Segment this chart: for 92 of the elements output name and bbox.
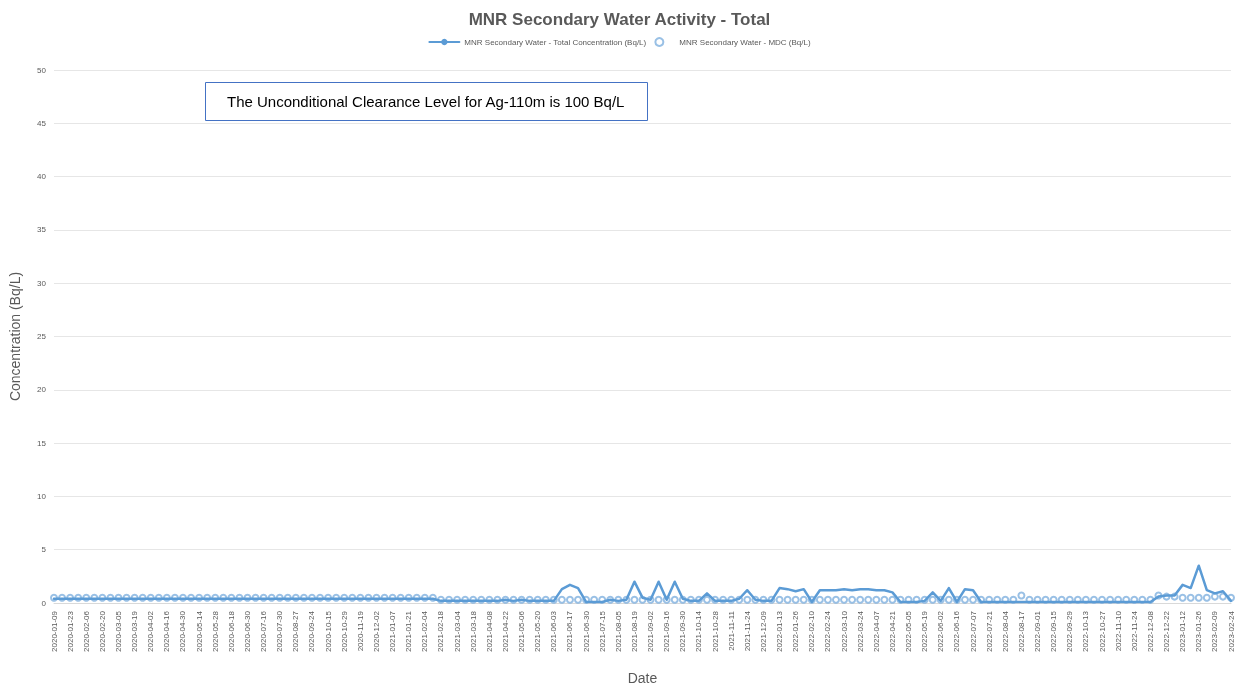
x-tick-label: 2022-07-07: [968, 610, 978, 652]
x-tick-label: 2020-02-20: [97, 610, 107, 652]
x-tick-label: 2020-06-30: [242, 610, 252, 652]
x-tick-label: 2020-03-19: [130, 610, 140, 652]
x-tick-label: 2022-04-07: [871, 610, 881, 652]
x-tick-label: 2020-09-24: [307, 610, 317, 652]
x-tick-label: 2020-01-09: [49, 610, 59, 652]
y-tick-label: 10: [37, 491, 47, 501]
x-tick-label: 2020-06-18: [226, 610, 236, 652]
legend-label: MNR Secondary Water - MDC (Bq/L): [679, 37, 811, 47]
x-tick-label: 2020-12-02: [371, 610, 381, 652]
y-tick-label: 20: [37, 385, 47, 395]
x-tick-label: 2022-05-19: [920, 610, 930, 652]
x-tick-label: 2022-08-04: [1000, 610, 1010, 652]
x-tick-label: 2020-11-19: [355, 610, 365, 652]
legend-label: MNR Secondary Water - Total Concentration (Bq/L): [464, 37, 647, 47]
x-tick-label: 2022-09-29: [1065, 610, 1075, 652]
x-tick-label: 2022-06-02: [936, 610, 946, 652]
x-tick-label: 2021-07-15: [597, 610, 607, 652]
x-tick-label: 2022-11-24: [1129, 610, 1139, 652]
x-tick-label: 2021-12-09: [758, 610, 768, 652]
x-tick-label: 2021-05-20: [533, 610, 543, 652]
x-tick-label: 2021-06-30: [581, 610, 591, 652]
x-tick-label: 2022-12-22: [1162, 610, 1172, 652]
x-tick-label: 2022-10-13: [1081, 610, 1091, 652]
x-tick-label: 2023-02-09: [1210, 610, 1220, 652]
y-axis-title: Concentration (Bq/L): [7, 271, 23, 402]
x-tick-label: 2020-07-30: [275, 610, 285, 652]
x-tick-label: 2020-02-06: [81, 610, 91, 652]
y-tick-label: 15: [37, 438, 47, 448]
x-tick-label: 2022-08-17: [1016, 610, 1026, 652]
y-tick-label: 25: [37, 332, 47, 341]
x-tick-label: 2020-01-23: [65, 610, 75, 652]
x-tick-label: 2021-09-02: [646, 610, 656, 652]
x-tick-label: 2021-06-17: [565, 610, 575, 652]
x-tick-label: 2021-08-19: [629, 610, 639, 652]
x-tick-label: 2020-03-05: [113, 610, 123, 652]
x-tick-label: 2021-11-24: [742, 610, 752, 652]
y-tick-label: 30: [37, 278, 47, 288]
x-tick-label: 2020-05-14: [194, 610, 204, 652]
x-tick-label: 2020-04-30: [178, 610, 188, 652]
y-tick-label: 35: [37, 225, 47, 235]
x-tick-label: 2022-12-08: [1145, 610, 1155, 652]
x-tick-label: 2022-06-16: [952, 610, 962, 652]
x-tick-label: 2021-06-03: [549, 610, 559, 652]
x-tick-label: 2020-04-16: [162, 610, 172, 652]
x-tick-label: 2022-09-01: [1033, 610, 1043, 652]
x-tick-label: 2022-07-21: [984, 610, 994, 652]
x-tick-label: 2022-09-15: [1049, 610, 1059, 652]
x-tick-label: 2020-10-29: [339, 610, 349, 652]
x-tick-label: 2022-01-13: [775, 610, 785, 652]
x-tick-label: 2021-04-22: [500, 610, 510, 652]
x-tick-label: 2020-04-02: [146, 610, 156, 652]
chart-title: MNR Secondary Water Activity - Total: [468, 10, 771, 29]
x-tick-label: 2020-07-16: [259, 610, 269, 652]
x-tick-label: 2023-01-26: [1194, 610, 1204, 652]
x-tick-label: 2021-03-04: [452, 610, 462, 652]
x-tick-label: 2022-11-10: [1113, 610, 1123, 652]
annotation: The Unconditional Clearance Level for Ag-110m is 100 Bq/L: [227, 93, 625, 110]
x-tick-label: 2021-05-06: [517, 610, 527, 652]
x-tick-label: 2021-11-11: [726, 610, 736, 651]
x-tick-label: 2022-10-27: [1097, 610, 1107, 652]
y-tick-label: 45: [37, 118, 47, 128]
y-tick-label: 0: [41, 598, 47, 608]
x-tick-label: 2021-02-04: [420, 610, 430, 652]
x-axis-title: Date: [627, 670, 658, 686]
x-tick-label: 2021-09-16: [662, 610, 672, 652]
y-tick-label: 50: [37, 65, 47, 75]
x-tick-label: 2021-01-21: [404, 610, 414, 652]
x-tick-label: 2020-08-27: [291, 610, 301, 652]
x-tick-label: 2020-05-28: [210, 610, 220, 652]
x-tick-label: 2021-10-14: [694, 610, 704, 652]
y-tick-label: 5: [41, 545, 47, 555]
line-series: [52, 564, 1233, 604]
x-tick-label: 2021-04-08: [484, 610, 494, 652]
x-tick-label: 2022-03-10: [839, 610, 849, 652]
x-tick-label: 2021-01-07: [388, 610, 398, 652]
x-tick-label: 2021-09-30: [678, 610, 688, 652]
x-tick-label: 2022-03-24: [855, 610, 865, 652]
x-tick-label: 2022-02-10: [807, 610, 817, 652]
x-tick-label: 2023-01-12: [1178, 610, 1188, 652]
x-tick-label: 2021-03-18: [468, 610, 478, 652]
x-tick-label: 2022-04-21: [887, 610, 897, 652]
x-tick-label: 2021-10-28: [710, 610, 720, 652]
x-tick-label: 2022-05-05: [904, 610, 914, 652]
x-tick-label: 2021-02-18: [436, 610, 446, 652]
y-tick-label: 40: [37, 172, 47, 182]
x-tick-label: 2020-10-15: [323, 610, 333, 652]
x-tick-label: 2022-02-24: [823, 610, 833, 652]
x-tick-label: 2022-01-26: [791, 610, 801, 652]
x-tick-label: 2021-08-05: [613, 610, 623, 652]
x-tick-label: 2023-02-24: [1226, 610, 1236, 652]
